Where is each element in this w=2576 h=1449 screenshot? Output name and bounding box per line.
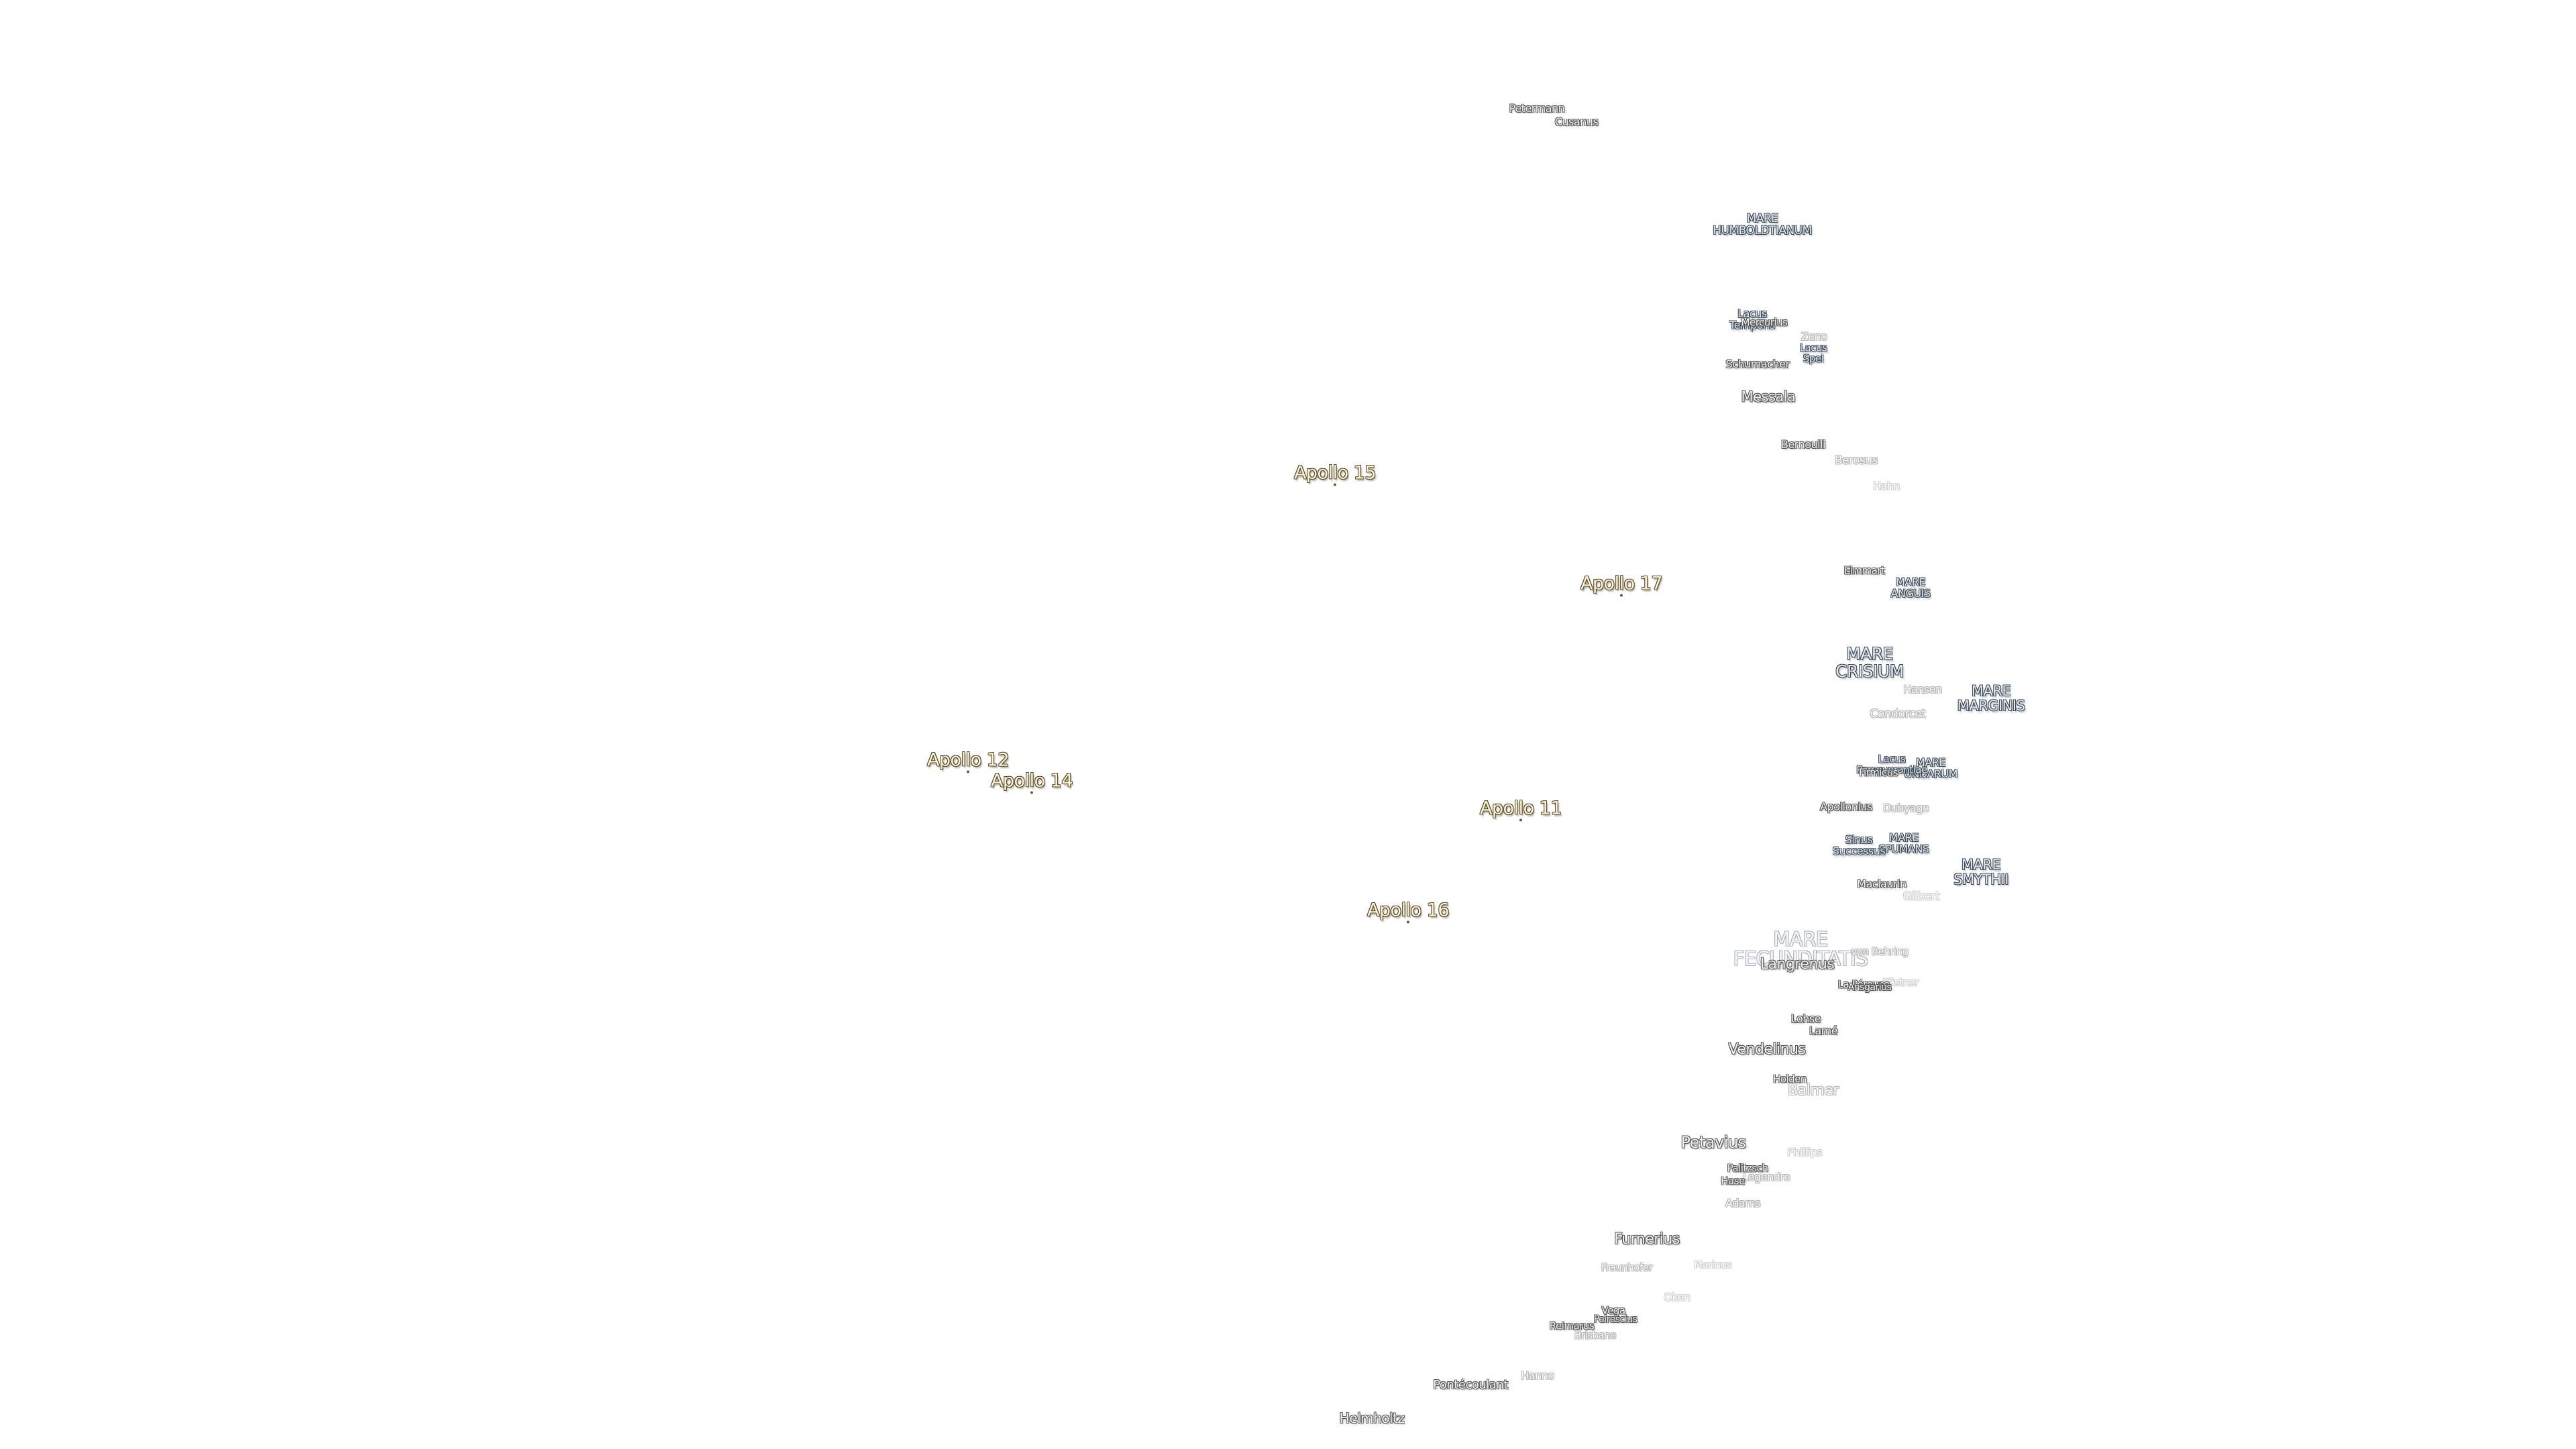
apollo-14-label[interactable]: Apollo 14 [990,770,1073,794]
crater-balmer-label[interactable]: Balmer [1788,1082,1839,1099]
crater-hahn-label[interactable]: Hahn [1872,480,1900,492]
crater-mercurius-label[interactable]: Mercurius [1741,316,1788,329]
sinus-successus-label: Sinus Successus [1832,833,1886,857]
mare-spumans-label: MARE SPUMANS [1878,831,1929,855]
crater-holden-label[interactable]: Holden [1773,1073,1807,1085]
crater-marinus-label[interactable]: Marinus [1694,1258,1731,1271]
mare-anguis-label: MARE ANGUIS [1890,576,1931,600]
lacus-perseverantiae-label: Lacus Perseverantiae [1856,753,1927,775]
crater-vendelinus-label[interactable]: Vendelinus [1728,1041,1806,1058]
crater-palitzsch-label[interactable]: Palitzsch [1727,1162,1768,1175]
crater-hase-label[interactable]: Hase [1721,1175,1745,1187]
crater-oken-label[interactable]: Oken [1664,1291,1690,1303]
crater-cusanus-label[interactable]: Cusanus [1554,115,1599,128]
mare-humboldtianum-label: MARE HUMBOLDTIANUM [1713,212,1812,237]
crater-bernoulli-label[interactable]: Bernoulli [1780,438,1826,451]
apollo-12-label[interactable]: Apollo 12 [926,749,1010,773]
crater-ansgarius-label[interactable]: Ansgarius [1847,982,1892,993]
crater-reimarus-label[interactable]: Reimarus [1549,1320,1595,1332]
crater-peirescius-label[interactable]: Peirescius [1593,1314,1638,1325]
crater-firmicus-label[interactable]: Firmicus [1859,766,1898,779]
apollo-15-label[interactable]: Apollo 15 [1293,462,1377,486]
crater-helmholtz-label[interactable]: Helmholtz [1339,1410,1405,1426]
mare-marginis-label: MARE MARGINIS [1957,682,2025,714]
crater-lame-label[interactable]: Lamé [1809,1024,1838,1037]
crater-lohse-label[interactable]: Lohse [1790,1012,1821,1025]
apollo-17-label[interactable]: Apollo 17 [1580,573,1663,597]
crater-condorcet-label[interactable]: Condorcet [1870,707,1926,721]
crater-hanno-label[interactable]: Hanno [1521,1369,1554,1382]
crater-legendre-label[interactable]: Legendre [1742,1171,1790,1183]
crater-petavius-label[interactable]: Petavius [1680,1133,1746,1152]
apollo-16-label[interactable]: Apollo 16 [1366,900,1450,924]
crater-berosus-label[interactable]: Berosus [1834,453,1878,468]
crater-la-perouse-label[interactable]: La Pérouse [1837,978,1890,991]
mare-crisium-label: MARE CRISIUM [1835,643,1904,681]
mare-undarum-label: MARE UNDARUM [1904,756,1957,780]
crater-langrenus-label[interactable]: Langrenus [1760,956,1835,973]
apollo-11-label[interactable]: Apollo 11 [1479,798,1562,822]
crater-eimmart-label[interactable]: Eimmart [1843,564,1885,577]
crater-hansen-label[interactable]: Hansen [1903,683,1942,696]
crater-phillips-label[interactable]: Phillips [1786,1146,1823,1159]
crater-furnerius-label[interactable]: Furnerius [1614,1231,1680,1248]
crater-fraunhofer-label[interactable]: Fraunhofer [1601,1261,1653,1274]
crater-zeno-label[interactable]: Zeno [1801,330,1827,343]
crater-schumacher-label[interactable]: Schumacher [1725,358,1790,370]
crater-adams-label[interactable]: Adams [1725,1197,1761,1210]
crater-petermann-label[interactable]: Petermann [1509,102,1565,115]
lacus-spei-label: Lacus Spei [1799,341,1827,364]
mare-fecunditatis-label: MARE FECUNDITATIS [1733,928,1868,970]
crater-kastner-label[interactable]: Kästner [1882,976,1919,989]
crater-apollonius-label[interactable]: Apollonius [1820,800,1872,813]
crater-brisbane-label[interactable]: Brisbane [1574,1329,1616,1342]
crater-messala-label[interactable]: Messala [1741,388,1796,405]
crater-gilbert-label[interactable]: Gilbert [1902,890,1940,904]
crater-dubyago-label[interactable]: Dubyago [1882,802,1929,814]
crater-von-behring-label[interactable]: von Behring [1851,945,1909,958]
mare-smythii-label: MARE SMYTHII [1953,856,2008,888]
crater-vega-label[interactable]: Vega [1601,1304,1625,1317]
lacus-temporis-label: Lacus Temporis [1729,307,1775,331]
crater-maclaurin-label[interactable]: Maclaurin [1857,877,1907,890]
crater-pontecoulant-label[interactable]: Pontécoulant [1433,1378,1508,1392]
